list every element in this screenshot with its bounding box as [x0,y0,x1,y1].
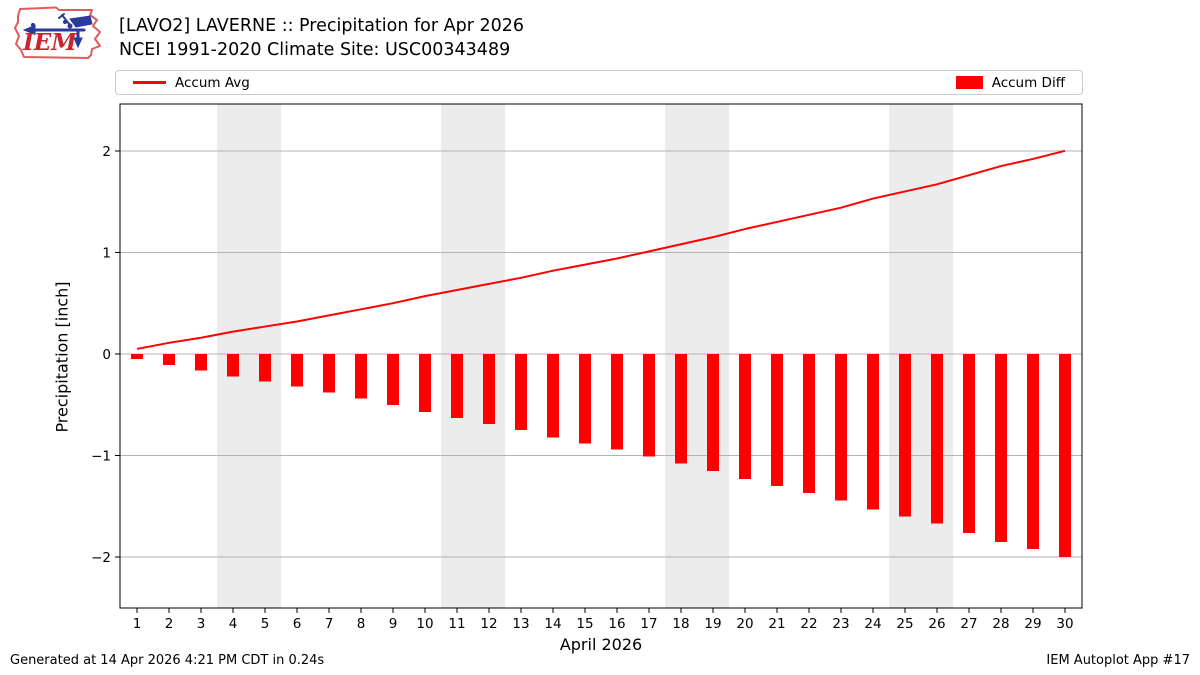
chart-subtitle: NCEI 1991-2020 Climate Site: USC00343489 [119,40,511,60]
x-tick-label: 19 [704,616,721,632]
accum-diff-bar [835,354,847,501]
x-tick-label: 23 [832,616,849,632]
accum-diff-bar [931,354,943,524]
y-tick-label: 0 [102,347,111,363]
weekend-band [217,104,281,608]
weather-vane-icon [22,13,93,49]
weekend-band [665,104,729,608]
x-tick-label: 4 [229,616,238,632]
accum-diff-bar [323,354,335,393]
y-axis-label: Precipitation [inch] [52,281,72,433]
accum-diff-bar [451,354,463,419]
legend-item-accum-avg: Accum Avg [133,75,250,91]
accum-diff-bar [803,354,815,494]
x-tick-label: 11 [448,616,465,632]
accum-diff-bar [227,354,239,377]
x-tick-label: 15 [576,616,593,632]
y-tick-label: −1 [91,449,111,465]
chart-title: [LAVO2] LAVERNE :: Precipitation for Apr… [119,16,524,36]
x-tick-label: 12 [480,616,497,632]
accum-diff-bar [259,354,271,382]
x-tick-label: 6 [293,616,302,632]
accum-diff-bar [707,354,719,471]
weekend-band [441,104,505,608]
x-tick-label: 22 [800,616,817,632]
accum-diff-bar [643,354,655,457]
x-tick-label: 29 [1024,616,1041,632]
x-tick-label: 16 [608,616,625,632]
x-tick-label: 13 [512,616,529,632]
legend: Accum Avg Accum Diff [115,70,1083,95]
accum-diff-bar [387,354,399,405]
accum-diff-bar [131,354,143,360]
y-tick-label: 2 [102,144,111,160]
y-tick-label: −2 [91,550,111,566]
x-tick-label: 14 [544,616,561,632]
accum-diff-bar [163,354,175,366]
accum-diff-bar [899,354,911,517]
x-tick-label: 7 [325,616,334,632]
accum-diff-bar [579,354,591,444]
bar-swatch-icon [955,76,983,89]
accum-diff-bar [355,354,367,399]
accum-diff-bar [611,354,623,450]
iem-logo-text: IEM [22,29,78,56]
x-tick-label: 3 [197,616,206,632]
legend-label-accum-avg: Accum Avg [175,74,250,91]
x-tick-label: 8 [357,616,366,632]
iem-logo: IEM [14,6,101,59]
accum-diff-bar [483,354,495,425]
accum-diff-bar [195,354,207,371]
accum-diff-bar [963,354,975,533]
accum-diff-bar [739,354,751,479]
accum-avg-line [136,149,1066,350]
accum-diff-bar [1027,354,1039,550]
weekend-band [889,104,953,608]
accum-diff-bar [419,354,431,412]
footer-generated-text: Generated at 14 Apr 2026 4:21 PM CDT in … [10,653,325,668]
footer-app-text: IEM Autoplot App #17 [1046,653,1190,668]
x-tick-label: 18 [672,616,689,632]
x-tick-label: 27 [960,616,977,632]
x-tick-label: 5 [261,616,270,632]
x-tick-label: 25 [896,616,913,632]
legend-label-accum-diff: Accum Diff [991,74,1065,91]
line-swatch-icon [133,81,166,84]
x-tick-label: 2 [165,616,174,632]
chart-header: [LAVO2] LAVERNE :: Precipitation for Apr… [119,14,524,62]
x-axis-label: April 2026 [559,635,643,654]
x-tick-label: 1 [133,616,142,632]
x-tick-label: 21 [768,616,785,632]
plot-border [119,103,1083,609]
x-tick-label: 10 [416,616,433,632]
x-tick-label: 17 [640,616,657,632]
x-tick-label: 9 [389,616,398,632]
accum-diff-bar [291,354,303,387]
accum-diff-bar [867,354,879,510]
legend-item-accum-diff: Accum Diff [955,74,1065,91]
accum-diff-bar [675,354,687,464]
x-tick-label: 26 [928,616,945,632]
x-tick-label: 28 [992,616,1009,632]
accum-diff-bar [771,354,783,487]
accum-diff-bar [1059,354,1071,558]
y-tick-label: 1 [102,245,111,261]
accum-diff-bar [995,354,1007,542]
x-tick-label: 20 [736,616,753,632]
accum-diff-bar [547,354,559,438]
x-tick-label: 24 [864,616,881,632]
accum-diff-bar [515,354,527,431]
x-tick-label: 30 [1056,616,1073,632]
